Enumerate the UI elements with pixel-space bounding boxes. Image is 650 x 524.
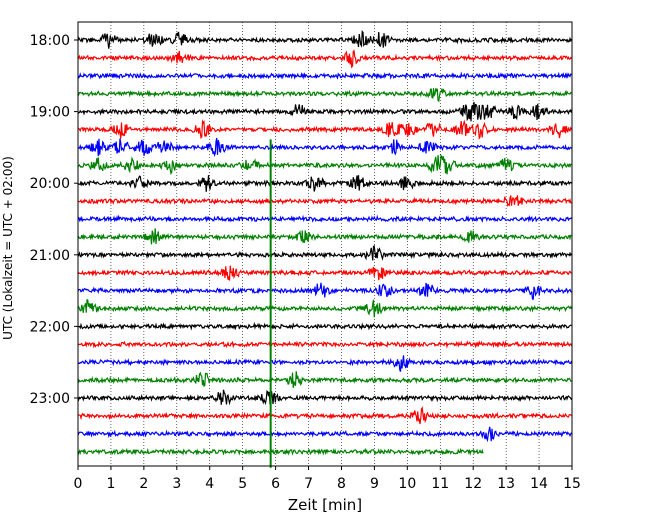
y-tick-label: 23:00: [30, 391, 70, 407]
trace-1915: [77, 119, 573, 140]
trace-2345: [77, 447, 484, 456]
x-axis-ticks: 0 1 2 3 4 5 6 7 8 9 10 11 12 13 14 15: [74, 466, 581, 492]
y-tick-label: 22:00: [30, 319, 70, 335]
y-tick-label: 18:00: [30, 33, 70, 49]
trace-1845: [77, 87, 572, 103]
trace-2045: [77, 228, 572, 245]
trace-2115: [77, 265, 572, 281]
x-tick-label: 9: [370, 476, 379, 492]
trace-2215: [77, 340, 573, 349]
x-tick-label: 3: [172, 476, 181, 492]
y-axis-ticks: 18:00 19:00 20:00 21:00 22:00 23:00: [30, 33, 78, 407]
x-tick-label: 8: [337, 476, 346, 492]
trace-2000: [77, 175, 572, 192]
x-tick-label: 14: [530, 476, 548, 492]
trace-1800: [77, 30, 573, 49]
x-tick-label: 2: [139, 476, 148, 492]
y-tick-label: 21:00: [30, 248, 70, 264]
x-tick-label: 0: [74, 476, 83, 492]
x-tick-label: 4: [205, 476, 214, 492]
x-tick-label: 6: [271, 476, 280, 492]
trace-1900: [77, 101, 573, 122]
x-tick-label: 15: [563, 476, 581, 492]
x-axis-label: Zeit [min]: [288, 496, 362, 514]
trace-2315: [77, 406, 572, 425]
x-tick-label: 12: [464, 476, 482, 492]
trace-2030: [77, 214, 572, 224]
plot-frame: [77, 21, 573, 467]
trace-2200: [77, 321, 572, 331]
trace-2145: [77, 299, 573, 318]
trace-2330: [77, 426, 573, 443]
trace-2230: [77, 355, 573, 372]
trace-2300: [77, 389, 573, 406]
x-tick-label: 7: [304, 476, 313, 492]
trace-1930: [77, 137, 572, 157]
trace-1815: [77, 49, 572, 69]
x-grid: [110, 22, 540, 466]
trace-2015: [77, 195, 572, 207]
trace-1945: [77, 153, 572, 176]
y-axis-label: UTC (Lokalzeit = UTC + 02:00): [1, 156, 15, 340]
trace-2130: [77, 282, 572, 300]
trace-1830: [77, 71, 572, 80]
y-tick-label: 19:00: [30, 105, 70, 121]
trace-2245: [77, 371, 572, 388]
x-tick-label: 13: [497, 476, 515, 492]
x-tick-label: 11: [431, 476, 449, 492]
x-tick-label: 10: [398, 476, 416, 492]
seismic-traces: [77, 30, 573, 456]
y-tick-label: 20:00: [30, 176, 70, 192]
x-tick-label: 5: [238, 476, 247, 492]
trace-2100: [77, 244, 573, 261]
x-tick-label: 1: [106, 476, 115, 492]
